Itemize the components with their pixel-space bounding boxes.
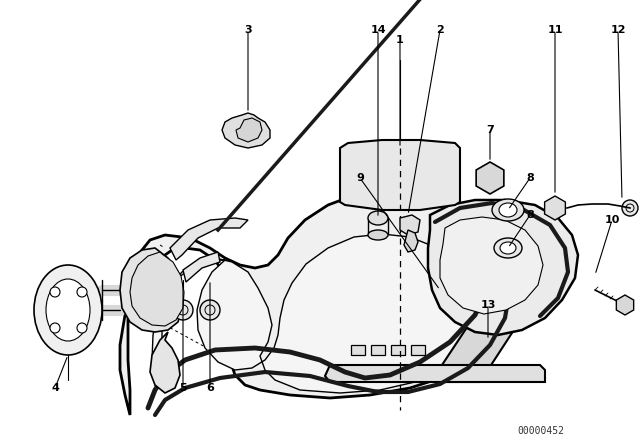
Ellipse shape — [368, 230, 388, 240]
Text: 00000452: 00000452 — [517, 426, 564, 436]
Circle shape — [50, 323, 60, 333]
Text: 10: 10 — [604, 215, 620, 225]
Text: 14: 14 — [370, 25, 386, 35]
Polygon shape — [545, 196, 565, 220]
Polygon shape — [236, 118, 262, 142]
Polygon shape — [340, 140, 460, 210]
Text: 12: 12 — [611, 25, 626, 35]
Polygon shape — [440, 217, 543, 314]
Circle shape — [549, 202, 561, 214]
Text: 4: 4 — [51, 383, 59, 393]
Polygon shape — [400, 215, 420, 235]
Polygon shape — [120, 192, 512, 415]
Ellipse shape — [368, 211, 388, 225]
Ellipse shape — [494, 238, 522, 258]
Ellipse shape — [499, 203, 517, 217]
Polygon shape — [152, 234, 477, 393]
Ellipse shape — [34, 265, 102, 355]
Polygon shape — [120, 248, 182, 332]
Text: 11: 11 — [547, 25, 563, 35]
Circle shape — [77, 287, 87, 297]
Polygon shape — [325, 365, 545, 382]
Circle shape — [77, 323, 87, 333]
Polygon shape — [222, 113, 270, 148]
Ellipse shape — [500, 242, 516, 254]
Bar — [351, 345, 365, 355]
Text: 7: 7 — [486, 125, 494, 135]
Bar — [391, 345, 405, 355]
Ellipse shape — [492, 199, 524, 221]
Circle shape — [622, 200, 638, 216]
Circle shape — [50, 287, 60, 297]
Polygon shape — [183, 252, 220, 282]
Text: 13: 13 — [480, 300, 496, 310]
Polygon shape — [150, 332, 180, 393]
Polygon shape — [404, 230, 418, 252]
Text: 8: 8 — [526, 210, 534, 220]
Polygon shape — [130, 252, 184, 326]
Polygon shape — [440, 270, 540, 382]
Polygon shape — [170, 218, 248, 260]
Ellipse shape — [46, 279, 90, 341]
Text: 9: 9 — [356, 173, 364, 183]
Text: 1: 1 — [396, 35, 404, 45]
Text: 8: 8 — [526, 173, 534, 183]
Polygon shape — [616, 295, 634, 315]
Circle shape — [500, 285, 520, 305]
Polygon shape — [428, 200, 578, 335]
Text: 6: 6 — [206, 383, 214, 393]
Circle shape — [200, 300, 220, 320]
Circle shape — [482, 170, 498, 186]
Text: 3: 3 — [244, 25, 252, 35]
Polygon shape — [476, 162, 504, 194]
Text: 2: 2 — [436, 25, 444, 35]
Bar — [371, 345, 385, 355]
Circle shape — [173, 300, 193, 320]
Text: 5: 5 — [179, 383, 187, 393]
Circle shape — [505, 271, 519, 285]
Bar — [411, 345, 425, 355]
